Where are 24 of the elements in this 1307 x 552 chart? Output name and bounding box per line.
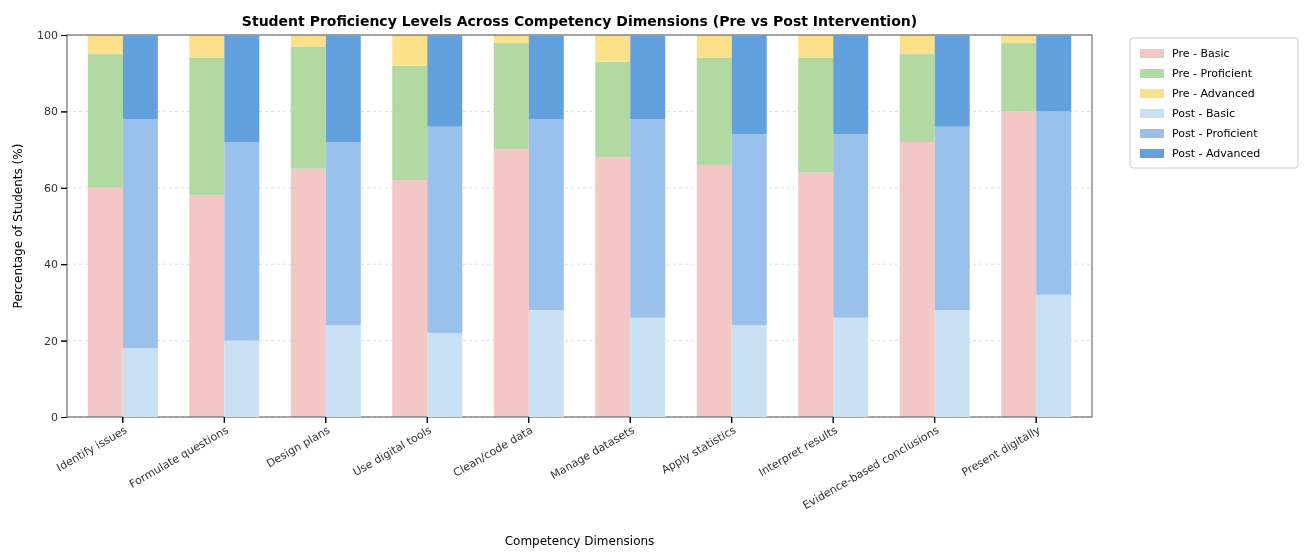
bar — [798, 35, 834, 58]
chart-title: Student Proficiency Levels Across Competency Dimensions (Pre vs Post Intervention) — [241, 13, 918, 29]
x-axis-title: Competency Dimensions — [504, 534, 655, 548]
bar — [189, 35, 225, 58]
bar — [696, 35, 732, 58]
bar — [595, 35, 631, 62]
y-tick-label: 0 — [51, 411, 58, 425]
legend-label: Pre - Proficient — [1172, 67, 1253, 80]
y-tick-label: 100 — [37, 29, 58, 43]
bar — [899, 35, 935, 55]
bar — [493, 35, 529, 43]
bar — [122, 348, 158, 417]
legend-label: Pre - Basic — [1172, 47, 1230, 60]
y-tick-label: 60 — [44, 181, 58, 195]
y-axis-title: Percentage of Students (%) — [11, 143, 25, 309]
y-tick-label: 20 — [44, 334, 58, 348]
y-tick-label: 80 — [44, 105, 58, 119]
bar — [1001, 35, 1037, 43]
legend-label: Post - Advanced — [1172, 147, 1261, 160]
legend-label: Pre - Advanced — [1172, 87, 1255, 100]
legend-label: Post - Basic — [1172, 107, 1236, 120]
legend-label: Post - Proficient — [1172, 127, 1259, 140]
y-tick-label: 40 — [44, 258, 58, 272]
bar — [87, 35, 123, 55]
